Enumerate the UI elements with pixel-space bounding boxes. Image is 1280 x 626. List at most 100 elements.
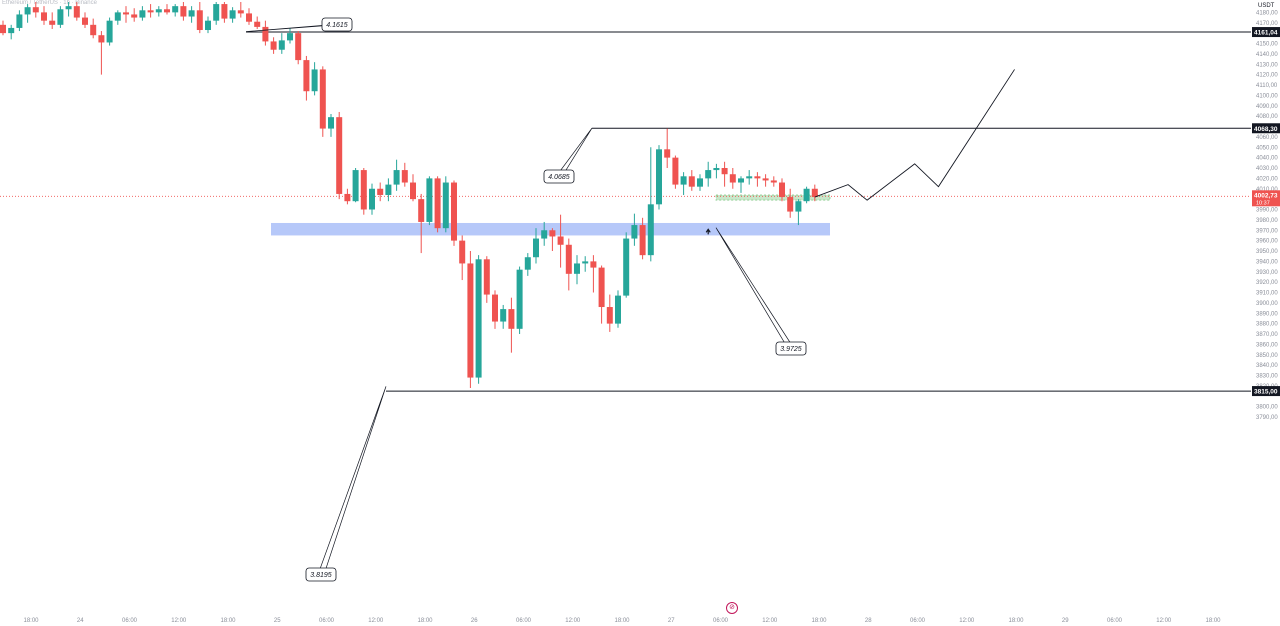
candle-body bbox=[344, 193, 351, 202]
candle-body bbox=[229, 10, 236, 19]
time-tick: 18:00 bbox=[811, 618, 827, 624]
candle-body bbox=[328, 117, 334, 129]
candle-body bbox=[590, 261, 597, 268]
price-tick: 3870,00 bbox=[1256, 332, 1278, 338]
price-tick: 3930,00 bbox=[1256, 270, 1278, 276]
callout-label: 3.9725 bbox=[780, 346, 802, 353]
price-tick: 3980,00 bbox=[1256, 218, 1278, 224]
price-tick: 4140,00 bbox=[1256, 52, 1278, 58]
callout-box bbox=[543, 169, 575, 184]
candle-body bbox=[0, 24, 6, 34]
candle-body bbox=[32, 7, 39, 13]
price-tick: 4030,00 bbox=[1256, 166, 1278, 172]
candle-body bbox=[582, 261, 589, 264]
candle-body bbox=[360, 170, 367, 210]
candle-body bbox=[155, 9, 162, 13]
time-tick: 12:00 bbox=[171, 618, 187, 624]
price-tick: 4130,00 bbox=[1256, 62, 1278, 68]
level-price-label: 3815,00 bbox=[1254, 389, 1278, 396]
price-tick: 3990,00 bbox=[1256, 208, 1278, 214]
price-tick: 3920,00 bbox=[1256, 280, 1278, 286]
candle-body bbox=[664, 149, 671, 158]
arrow-up-icon bbox=[705, 228, 711, 235]
candle-body bbox=[475, 259, 482, 378]
candle-body bbox=[697, 178, 703, 187]
price-tick: 4010,00 bbox=[1256, 187, 1278, 193]
candle-body bbox=[65, 6, 72, 10]
candle-body bbox=[196, 10, 203, 31]
symbol-title: Ethereum / TetherUS · 1h · Binance bbox=[2, 0, 97, 6]
candle-body bbox=[319, 69, 326, 129]
time-tick: 12:00 bbox=[959, 618, 975, 624]
time-tick: 12:00 bbox=[565, 618, 581, 624]
price-tick: 3830,00 bbox=[1256, 374, 1278, 380]
candle-body bbox=[139, 10, 146, 18]
time-tick: 18:00 bbox=[417, 618, 433, 624]
time-tick: 12:00 bbox=[368, 618, 384, 624]
candle-body bbox=[549, 230, 556, 237]
candle-body bbox=[82, 17, 88, 25]
price-tick: 3880,00 bbox=[1256, 322, 1278, 328]
price-tick: 3850,00 bbox=[1256, 353, 1278, 359]
candle-body bbox=[442, 182, 449, 229]
candle-body bbox=[754, 176, 761, 179]
candle-body bbox=[705, 170, 712, 179]
candle-body bbox=[369, 188, 375, 210]
candle-body bbox=[287, 33, 293, 41]
level-price-label: 4161,04 bbox=[1254, 30, 1278, 37]
candle-body bbox=[114, 12, 121, 21]
candle-body bbox=[647, 204, 654, 256]
time-tick: 06:00 bbox=[1107, 618, 1123, 624]
time-tick: 06:00 bbox=[122, 618, 138, 624]
candle-body bbox=[524, 257, 531, 270]
time-tick: 27 bbox=[668, 618, 675, 624]
candle-body bbox=[811, 188, 818, 198]
candle-body bbox=[672, 157, 679, 185]
level-price-badge bbox=[1252, 386, 1280, 397]
candle-body bbox=[459, 240, 466, 264]
candle-body bbox=[541, 230, 548, 239]
time-tick: 18:00 bbox=[614, 618, 630, 624]
price-tick: 4020,00 bbox=[1256, 176, 1278, 182]
callout-box bbox=[305, 567, 337, 582]
current-price-badge bbox=[1252, 190, 1280, 207]
candle-body bbox=[8, 27, 15, 34]
candle-body bbox=[172, 6, 179, 13]
candle-body bbox=[336, 117, 343, 194]
candle-body bbox=[278, 40, 285, 50]
level-price-badge bbox=[1252, 123, 1280, 134]
price-tick: 3800,00 bbox=[1256, 405, 1278, 411]
candle-body bbox=[237, 10, 244, 14]
price-tick: 3960,00 bbox=[1256, 239, 1278, 245]
price-tick: 3790,00 bbox=[1256, 415, 1278, 421]
candle-body bbox=[246, 13, 252, 22]
candle-body bbox=[41, 12, 47, 21]
candle-body bbox=[188, 10, 195, 17]
candle-body bbox=[615, 295, 621, 324]
candle-body bbox=[574, 263, 580, 274]
time-tick: 29 bbox=[1062, 618, 1069, 624]
callout-label: 4.1615 bbox=[326, 22, 348, 29]
candle-body bbox=[508, 309, 515, 329]
price-tick: 3890,00 bbox=[1256, 311, 1278, 317]
candle-body bbox=[418, 199, 425, 222]
candle-body bbox=[90, 24, 97, 36]
candle-body bbox=[656, 149, 662, 205]
candle-body bbox=[483, 259, 490, 295]
demand-zone bbox=[271, 222, 830, 236]
candle-body bbox=[377, 188, 384, 195]
price-tick: 3940,00 bbox=[1256, 259, 1278, 265]
candle-body bbox=[303, 60, 310, 92]
candle-body bbox=[688, 176, 695, 187]
candle-body bbox=[557, 236, 564, 245]
candle-body bbox=[516, 269, 523, 329]
candle-body bbox=[467, 263, 474, 378]
currency-label: USDT bbox=[1258, 3, 1275, 9]
time-tick: 25 bbox=[274, 618, 281, 624]
price-tick: 4150,00 bbox=[1256, 42, 1278, 48]
candle-body bbox=[147, 10, 154, 13]
tradingview-logo-icon[interactable]: ⊘ bbox=[726, 602, 738, 614]
candle-body bbox=[451, 182, 457, 241]
time-tick: 06:00 bbox=[516, 618, 532, 624]
